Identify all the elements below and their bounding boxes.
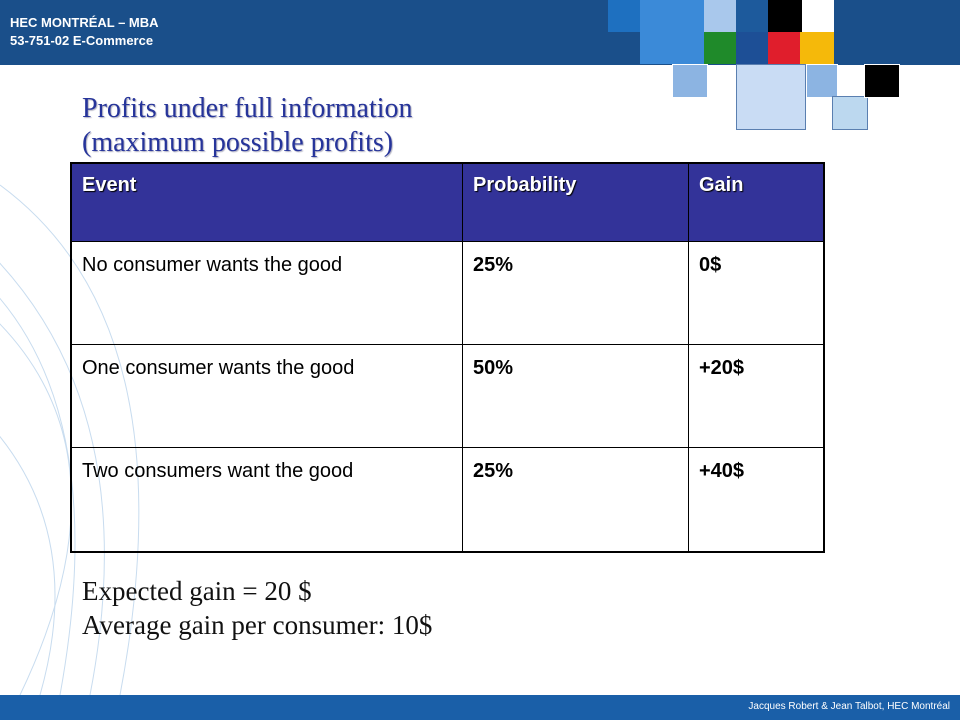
course-program: HEC MONTRÉAL – MBA (10, 15, 159, 30)
probability-cell: 25% (462, 240, 689, 346)
table-row: One consumer wants the good 50% +20$ (70, 344, 825, 449)
average-gain: Average gain per consumer: 10$ (82, 610, 433, 640)
gain-cell: +20$ (688, 344, 825, 449)
table-row: No consumer wants the good 25% 0$ (70, 240, 825, 346)
gain-cell: 0$ (688, 240, 825, 346)
course-code: 53-751-02 E-Commerce (10, 33, 154, 48)
table-row: Two consumers want the good 25% +40$ (70, 447, 825, 553)
event-cell: No consumer wants the good (70, 240, 463, 346)
summary: Expected gain = 20 $ Average gain per co… (82, 574, 432, 642)
title-line-1: Profits under full information (82, 93, 413, 124)
header-text: HEC MONTRÉAL – MBA 53-751-02 E-Commerce (10, 14, 159, 50)
expected-gain: Expected gain = 20 $ (82, 576, 312, 606)
probability-cell: 50% (462, 344, 689, 449)
header-event: Event (70, 162, 463, 242)
header-probability: Probability (462, 162, 689, 242)
table-header-row: Event Probability Gain (70, 162, 825, 242)
title-line-2: (maximum possible profits) (82, 127, 394, 158)
gain-cell: +40$ (688, 447, 825, 553)
profit-table: Event Probability Gain No consumer wants… (70, 162, 825, 553)
event-cell: One consumer wants the good (70, 344, 463, 449)
slide-title: Profits under full information (maximum … (82, 92, 413, 160)
probability-cell: 25% (462, 447, 689, 553)
footer-bar (0, 695, 960, 720)
header-gain: Gain (688, 162, 825, 242)
footer-credit: Jacques Robert & Jean Talbot, HEC Montré… (748, 701, 950, 712)
event-cell: Two consumers want the good (70, 447, 463, 553)
